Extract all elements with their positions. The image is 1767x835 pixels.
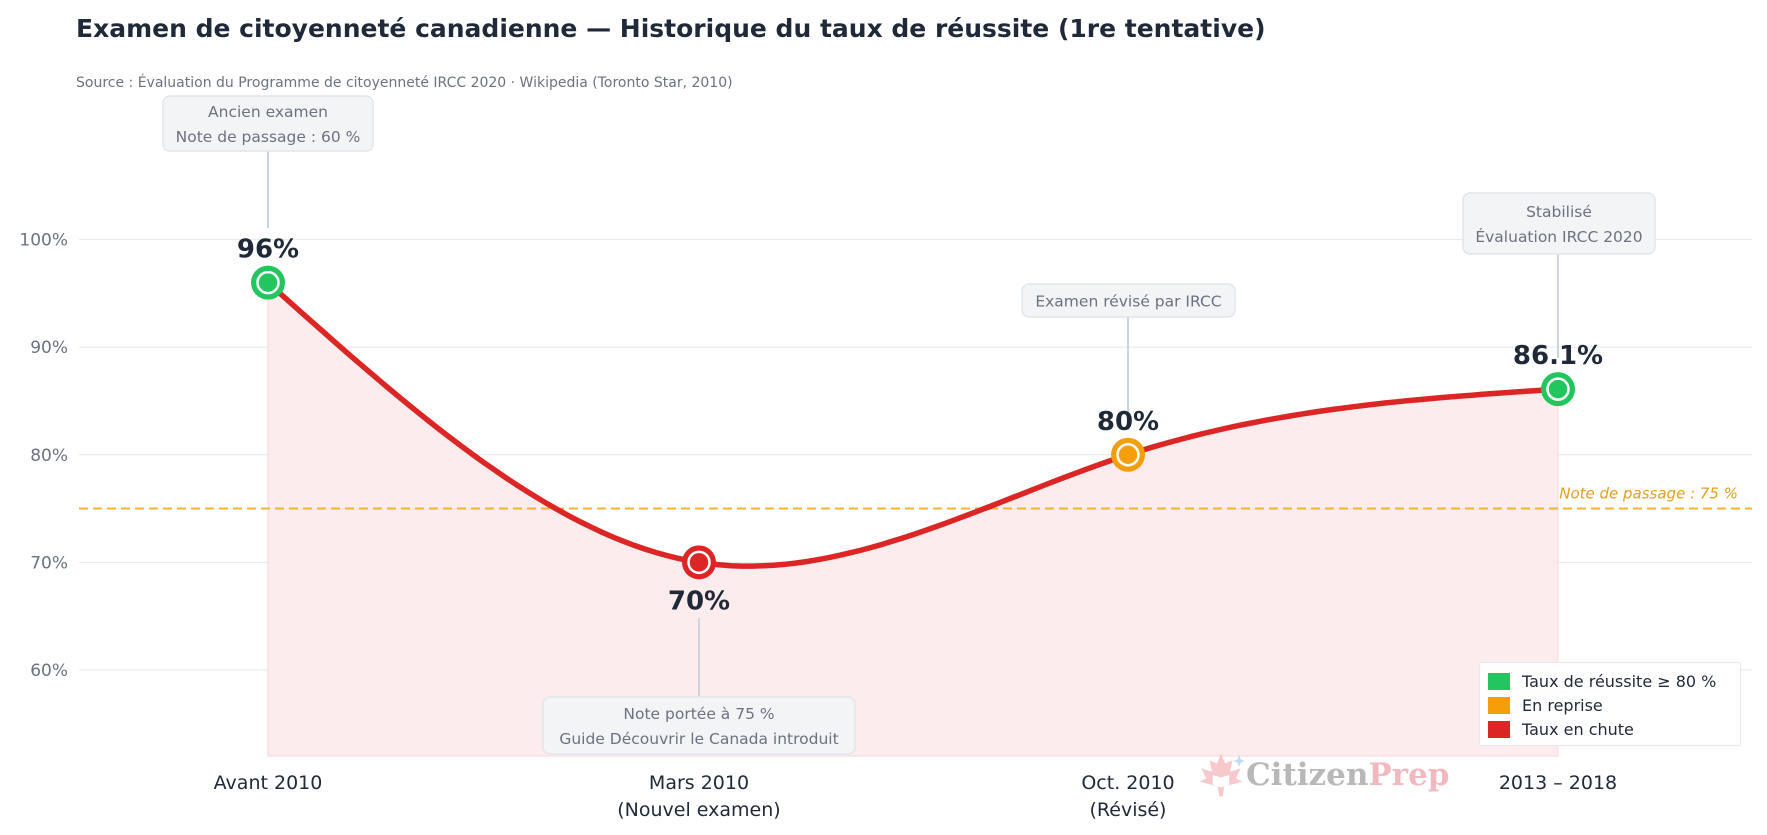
data-point-inner (1546, 377, 1570, 401)
legend-label: Taux en chute (1522, 719, 1634, 739)
y-tick-label: 80% (30, 446, 68, 466)
legend-swatch (1488, 672, 1510, 690)
data-label: 86.1% (1513, 341, 1603, 371)
data-point-inner (1116, 443, 1140, 467)
watermark-logo: Citizen Prep (1196, 752, 1449, 798)
annotation-text: Évaluation IRCC 2020 (1475, 227, 1642, 246)
watermark-prep: Prep (1368, 757, 1450, 793)
annotation-text: Note portée à 75 % (623, 705, 774, 723)
legend-swatch (1488, 720, 1510, 738)
legend-label: Taux de réussite ≥ 80 % (1522, 671, 1717, 691)
y-tick-label: 60% (30, 661, 68, 681)
x-tick-label: (Révisé) (1090, 799, 1167, 821)
legend-swatch (1488, 696, 1510, 714)
annotation-box (1462, 192, 1656, 255)
x-tick-label: (Nouvel examen) (617, 799, 780, 821)
data-label: 80% (1097, 407, 1159, 437)
series-line (265, 279, 1561, 569)
data-label: 96% (237, 235, 299, 265)
y-tick-label: 70% (30, 553, 68, 573)
pass-mark-label: Note de passage : 75 % (1559, 485, 1738, 503)
watermark-citizen: Citizen (1246, 757, 1369, 793)
data-label: 70% (668, 586, 730, 616)
annotation-box (162, 95, 374, 152)
annotation-text: Examen révisé par IRCC (1035, 293, 1221, 311)
y-tick-label: 100% (19, 231, 68, 251)
chart-legend: Taux de réussite ≥ 80 % En reprise Taux … (1479, 662, 1741, 746)
annotation-box (542, 696, 856, 755)
x-tick-label: Oct. 2010 (1081, 772, 1174, 794)
x-tick-label: Mars 2010 (649, 772, 749, 794)
x-tick-label: 2013 – 2018 (1499, 772, 1617, 794)
annotation-text: Note de passage : 60 % (176, 128, 361, 146)
legend-item: En reprise (1488, 693, 1732, 717)
legend-item: Taux en chute (1488, 717, 1732, 741)
data-point-inner (687, 550, 711, 575)
chart-title: Examen de citoyenneté canadienne — Histo… (76, 14, 1266, 43)
annotation-text: Stabilisé (1526, 203, 1592, 221)
maple-leaf-book-icon (1199, 753, 1245, 797)
annotation-text: Ancien examen (208, 103, 328, 121)
legend-item: Taux de réussite ≥ 80 % (1488, 669, 1732, 693)
annotation-box (1021, 283, 1236, 318)
chart-subtitle: Source : Évaluation du Programme de cito… (76, 75, 733, 91)
annotation-text: Guide Découvrir le Canada introduit (559, 730, 838, 748)
y-tick-label: 90% (30, 338, 68, 358)
area-fill (267, 281, 1559, 757)
data-point-inner (256, 270, 280, 295)
x-tick-label: Avant 2010 (214, 772, 323, 794)
legend-label: En reprise (1522, 695, 1603, 715)
